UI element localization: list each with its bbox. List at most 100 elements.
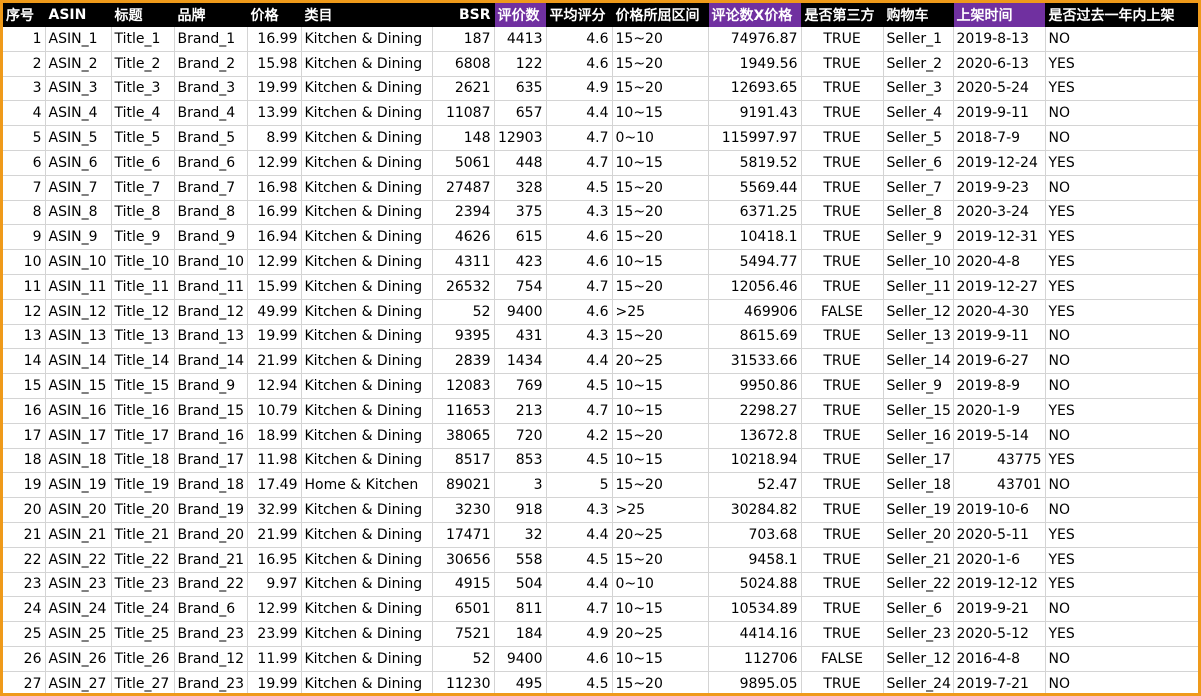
cell-listing-date[interactable]: 2018-7-9 [953,125,1046,151]
cell-index[interactable]: 23 [3,572,46,598]
cell-brand[interactable]: Brand_19 [174,497,248,523]
cell-reviews-x-price[interactable]: 30284.82 [708,497,802,523]
cell-index[interactable]: 19 [3,472,46,499]
cell-price[interactable]: 16.99 [247,27,302,52]
cell-index[interactable]: 26 [3,646,46,672]
cell-third-party[interactable]: TRUE [801,27,884,52]
cell-review-count[interactable]: 1434 [494,348,547,375]
cell-price[interactable]: 18.99 [247,423,302,449]
cell-title[interactable]: Title_24 [111,596,175,623]
cell-listed-past-year[interactable]: YES [1045,522,1198,548]
cell-avg-rating[interactable]: 4.5 [546,547,613,573]
cell-avg-rating[interactable]: 4.7 [546,274,613,300]
cell-third-party[interactable]: TRUE [801,324,884,350]
cell-title[interactable]: Title_16 [111,398,175,424]
cell-price-range[interactable]: 15~20 [612,547,709,573]
cell-price-range[interactable]: 15~20 [612,324,709,350]
cell-title[interactable]: Title_9 [111,224,175,251]
cell-category[interactable]: Kitchen & Dining [301,596,433,623]
cell-listed-past-year[interactable]: YES [1045,51,1198,77]
cell-listed-past-year[interactable]: YES [1045,572,1198,598]
header-brand[interactable]: 品牌 [174,3,248,27]
cell-index[interactable]: 9 [3,224,46,251]
cell-third-party[interactable]: TRUE [801,596,884,623]
cell-asin[interactable]: ASIN_12 [45,299,112,325]
cell-reviews-x-price[interactable]: 12693.65 [708,76,802,102]
cell-brand[interactable]: Brand_12 [174,299,248,325]
cell-asin[interactable]: ASIN_25 [45,621,112,647]
cell-listing-date[interactable]: 2019-12-31 [953,224,1046,251]
cell-index[interactable]: 14 [3,348,46,375]
cell-reviews-x-price[interactable]: 8615.69 [708,324,802,350]
cell-index[interactable]: 8 [3,200,46,226]
cell-asin[interactable]: ASIN_14 [45,348,112,375]
cell-reviews-x-price[interactable]: 2298.27 [708,398,802,424]
cell-listing-date[interactable]: 2020-3-24 [953,200,1046,226]
cell-avg-rating[interactable]: 4.9 [546,76,613,102]
cell-third-party[interactable]: FALSE [801,299,884,325]
header-bsr[interactable]: BSR [432,3,495,27]
cell-category[interactable]: Kitchen & Dining [301,51,433,77]
cell-asin[interactable]: ASIN_10 [45,249,112,275]
cell-third-party[interactable]: TRUE [801,150,884,176]
cell-brand[interactable]: Brand_9 [174,373,248,399]
cell-third-party[interactable]: TRUE [801,448,884,474]
cell-bsr[interactable]: 2394 [432,200,495,226]
cell-bsr[interactable]: 4915 [432,572,495,598]
cell-title[interactable]: Title_12 [111,299,175,325]
cell-title[interactable]: Title_5 [111,125,175,151]
cell-title[interactable]: Title_18 [111,448,175,474]
cell-bsr[interactable]: 11087 [432,100,495,127]
cell-listed-past-year[interactable]: NO [1045,646,1198,672]
cell-listed-past-year[interactable]: YES [1045,274,1198,300]
cell-category[interactable]: Kitchen & Dining [301,324,433,350]
cell-review-count[interactable]: 754 [494,274,547,300]
cell-bsr[interactable]: 187 [432,27,495,52]
cell-review-count[interactable]: 720 [494,423,547,449]
cell-asin[interactable]: ASIN_15 [45,373,112,399]
cell-category[interactable]: Kitchen & Dining [301,398,433,424]
cell-price-range[interactable]: 20~25 [612,348,709,375]
cell-price[interactable]: 16.95 [247,547,302,573]
cell-buy-box[interactable]: Seller_6 [883,150,954,176]
cell-listed-past-year[interactable]: YES [1045,547,1198,573]
cell-price-range[interactable]: 10~15 [612,373,709,399]
cell-third-party[interactable]: TRUE [801,224,884,251]
cell-bsr[interactable]: 8517 [432,448,495,474]
cell-review-count[interactable]: 495 [494,671,547,693]
cell-reviews-x-price[interactable]: 6371.25 [708,200,802,226]
cell-category[interactable]: Kitchen & Dining [301,671,433,693]
cell-avg-rating[interactable]: 4.4 [546,348,613,375]
cell-reviews-x-price[interactable]: 5494.77 [708,249,802,275]
cell-listed-past-year[interactable]: YES [1045,76,1198,102]
cell-price[interactable]: 16.94 [247,224,302,251]
cell-listed-past-year[interactable]: NO [1045,497,1198,523]
cell-brand[interactable]: Brand_6 [174,596,248,623]
cell-buy-box[interactable]: Seller_11 [883,274,954,300]
cell-reviews-x-price[interactable]: 1949.56 [708,51,802,77]
cell-title[interactable]: Title_19 [111,472,175,499]
cell-listed-past-year[interactable]: YES [1045,224,1198,251]
cell-buy-box[interactable]: Seller_15 [883,398,954,424]
cell-review-count[interactable]: 635 [494,76,547,102]
cell-index[interactable]: 25 [3,621,46,647]
cell-asin[interactable]: ASIN_19 [45,472,112,499]
cell-buy-box[interactable]: Seller_4 [883,100,954,127]
cell-title[interactable]: Title_1 [111,27,175,52]
cell-third-party[interactable]: TRUE [801,274,884,300]
cell-buy-box[interactable]: Seller_7 [883,175,954,201]
cell-reviews-x-price[interactable]: 469906 [708,299,802,325]
cell-brand[interactable]: Brand_17 [174,448,248,474]
cell-asin[interactable]: ASIN_9 [45,224,112,251]
header-asin[interactable]: ASIN [45,3,112,27]
cell-index[interactable]: 12 [3,299,46,325]
cell-listing-date[interactable]: 2020-1-6 [953,547,1046,573]
cell-title[interactable]: Title_20 [111,497,175,523]
cell-third-party[interactable]: TRUE [801,398,884,424]
header-buy-box[interactable]: 购物车 [883,3,954,27]
cell-index[interactable]: 21 [3,522,46,548]
cell-price[interactable]: 21.99 [247,348,302,375]
cell-asin[interactable]: ASIN_23 [45,572,112,598]
cell-title[interactable]: Title_27 [111,671,175,693]
cell-asin[interactable]: ASIN_8 [45,200,112,226]
